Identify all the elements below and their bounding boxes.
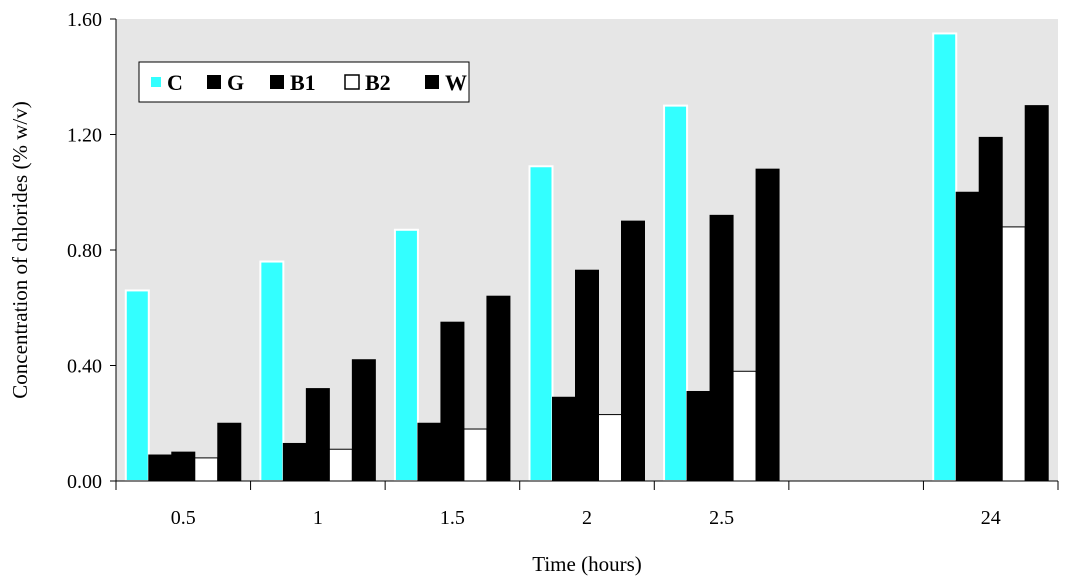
- bar-w-1: [351, 359, 376, 482]
- bar-b2-1: [328, 448, 353, 482]
- legend-swatch-w: [425, 75, 439, 89]
- bar-b1-24: [978, 136, 1003, 482]
- bar-w-0.5: [217, 422, 242, 482]
- x-tick-label: 1.5: [440, 507, 465, 529]
- bar-b2-1.5: [463, 428, 488, 482]
- legend-swatch-b1: [270, 75, 284, 89]
- legend-label-g: G: [227, 70, 244, 95]
- legend-box: [138, 61, 470, 103]
- legend-swatch-b2: [344, 74, 360, 90]
- bars-group: [124, 32, 1049, 482]
- x-tick-label: 24: [981, 507, 1001, 529]
- bar-g-0.5: [148, 454, 173, 482]
- x-axis-title: Time (hours): [532, 552, 641, 576]
- bar-w-24: [1024, 105, 1049, 482]
- x-tick-label: 2.5: [709, 507, 734, 529]
- bar-g-24: [955, 191, 980, 482]
- bar-b2-0.5: [194, 457, 219, 482]
- bar-g-2: [552, 396, 576, 482]
- bar-g-1.5: [417, 422, 442, 482]
- y-tick-label: 0.00: [67, 471, 102, 493]
- y-tick-label: 0.40: [67, 356, 102, 378]
- y-tick-label: 0.80: [67, 240, 102, 262]
- legend-label-b1: B1: [290, 70, 316, 95]
- bar-c-24: [932, 32, 958, 482]
- x-tick-label: 0.5: [171, 507, 196, 529]
- legend-swatch-c: [151, 77, 161, 87]
- bar-c-2: [528, 165, 554, 482]
- x-tick-label: 1: [313, 507, 323, 529]
- bar-b1-2.5: [709, 214, 734, 482]
- bar-b2-24: [1001, 226, 1026, 482]
- bar-w-1.5: [486, 295, 511, 482]
- y-tick-label: 1.60: [67, 9, 102, 31]
- bar-c-1.5: [393, 228, 419, 482]
- bar-b1-1: [305, 388, 330, 482]
- bar-w-2.5: [755, 168, 780, 482]
- bar-g-2.5: [686, 390, 711, 482]
- bar-b1-0.5: [171, 451, 196, 482]
- bar-b1-2: [575, 269, 599, 482]
- bar-g-1: [282, 442, 307, 482]
- bar-c-0.5: [124, 289, 150, 482]
- legend-swatch-g: [207, 75, 221, 89]
- bar-b1-1.5: [440, 321, 465, 482]
- legend-label-b2: B2: [365, 70, 391, 95]
- bar-b2-2.5: [732, 370, 757, 482]
- axes-group: 0.00 0.40 0.80 1.20 1.60 0.5 1 1.5 2 2.5 24: [67, 9, 1059, 529]
- legend-label-w: W: [445, 70, 467, 95]
- legend-label-c: C: [167, 70, 183, 95]
- bar-c-1: [259, 260, 285, 482]
- bar-w-2: [621, 220, 645, 482]
- legend: C G B1 B2 W: [138, 61, 470, 103]
- bar-b2-2: [598, 414, 622, 482]
- x-tick-label: 2: [582, 507, 592, 529]
- y-tick-label: 1.20: [67, 125, 102, 147]
- bar-c-2.5: [663, 104, 689, 482]
- y-axis-title: Concentration of chlorides (% w/v): [8, 101, 32, 398]
